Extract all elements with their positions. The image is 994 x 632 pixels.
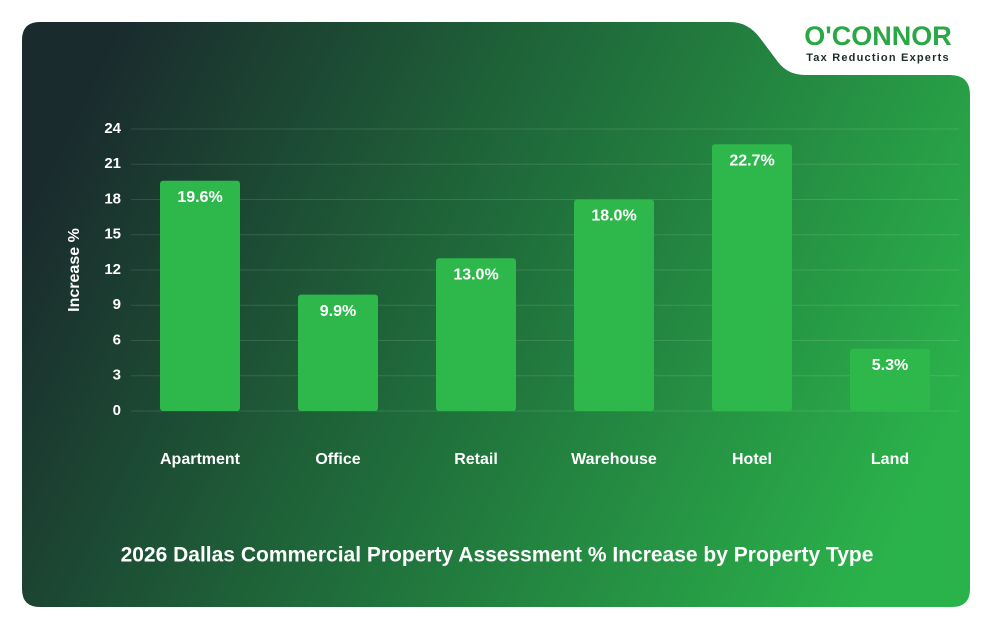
value-label: 19.6% [177, 189, 222, 206]
bar [436, 258, 516, 411]
x-tick-label: Land [871, 451, 909, 468]
x-tick-label: Office [315, 451, 360, 468]
y-tick-label: 0 [113, 402, 121, 419]
y-tick-label: 3 [113, 367, 121, 384]
value-label: 18.0% [591, 208, 636, 225]
x-tick-label: Warehouse [571, 451, 657, 468]
y-tick-label: 18 [104, 190, 121, 207]
bar [574, 199, 654, 411]
bar [160, 180, 240, 411]
x-tick-label: Retail [454, 451, 498, 468]
y-axis-label: Increase % [66, 228, 83, 312]
y-tick-label: 24 [104, 120, 121, 137]
y-tick-label: 21 [104, 155, 121, 172]
logo-name: O'CONNOR [804, 21, 951, 51]
value-label: 13.0% [453, 266, 498, 283]
x-tick-label: Apartment [160, 451, 241, 468]
x-tick-label: Hotel [732, 451, 772, 468]
bar [298, 294, 378, 411]
y-tick-label: 15 [104, 226, 121, 243]
value-label: 5.3% [872, 357, 908, 374]
bar [712, 144, 792, 411]
y-tick-label: 6 [113, 331, 121, 348]
chart-title: 2026 Dallas Commercial Property Assessme… [121, 544, 874, 567]
logo-tagline: Tax Reduction Experts [806, 52, 950, 64]
y-tick-label: 12 [104, 261, 121, 278]
value-label: 9.9% [320, 303, 356, 320]
y-tick-label: 9 [113, 296, 121, 313]
value-label: 22.7% [729, 152, 774, 169]
bar [850, 348, 930, 411]
